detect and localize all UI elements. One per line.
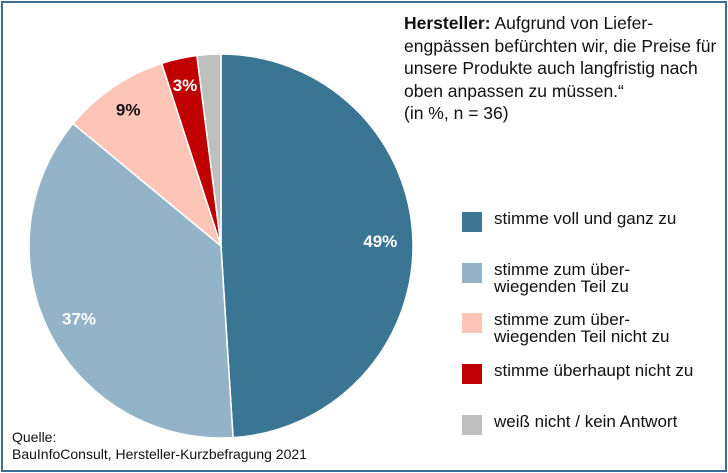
pie-slice [220,53,414,439]
legend-label: stimme zum über- wiegenden Teil nicht zu [494,310,670,346]
slice-label: 49% [363,232,397,251]
title-text: Aufgrund von Liefer-engpässen befürchten… [404,13,717,101]
slice-label: 37% [62,309,96,328]
legend-item: stimme zum über- wiegenden Teil nicht zu [462,311,722,345]
legend-swatch [462,313,482,333]
subtitle: (in %, n = 36) [404,103,509,123]
slice-label: 3% [173,76,198,95]
legend-swatch [462,364,482,384]
source-note: Quelle: BauInfoConsult, Hersteller-Kurzb… [12,429,307,463]
legend-item: weiß nicht / kein Antwort [462,413,722,435]
pie-slice [72,62,223,249]
legend-item: stimme zum über- wiegenden Teil zu [462,261,722,295]
source-label: Quelle: [12,429,57,445]
source-text: BauInfoConsult, Hersteller-Kurzbefragung… [12,446,307,462]
legend-swatch [462,263,482,283]
title-bold: Hersteller: [404,13,491,33]
chart-title: Hersteller: Aufgrund von Liefer-engpässe… [404,12,724,125]
legend-label: stimme voll und ganz zu [494,209,677,228]
pie-slice [196,53,222,247]
legend-label: weiß nicht / kein Antwort [494,412,678,431]
legend-item: stimme überhaupt nicht zu [462,362,722,384]
slice-label: 9% [116,100,141,119]
legend-swatch [462,415,482,435]
legend-item: stimme voll und ganz zu [462,210,722,232]
legend-label: stimme überhaupt nicht zu [494,361,694,380]
pie-slice [28,122,234,439]
legend-swatch [462,212,482,232]
legend-label: stimme zum über- wiegenden Teil zu [494,260,631,296]
